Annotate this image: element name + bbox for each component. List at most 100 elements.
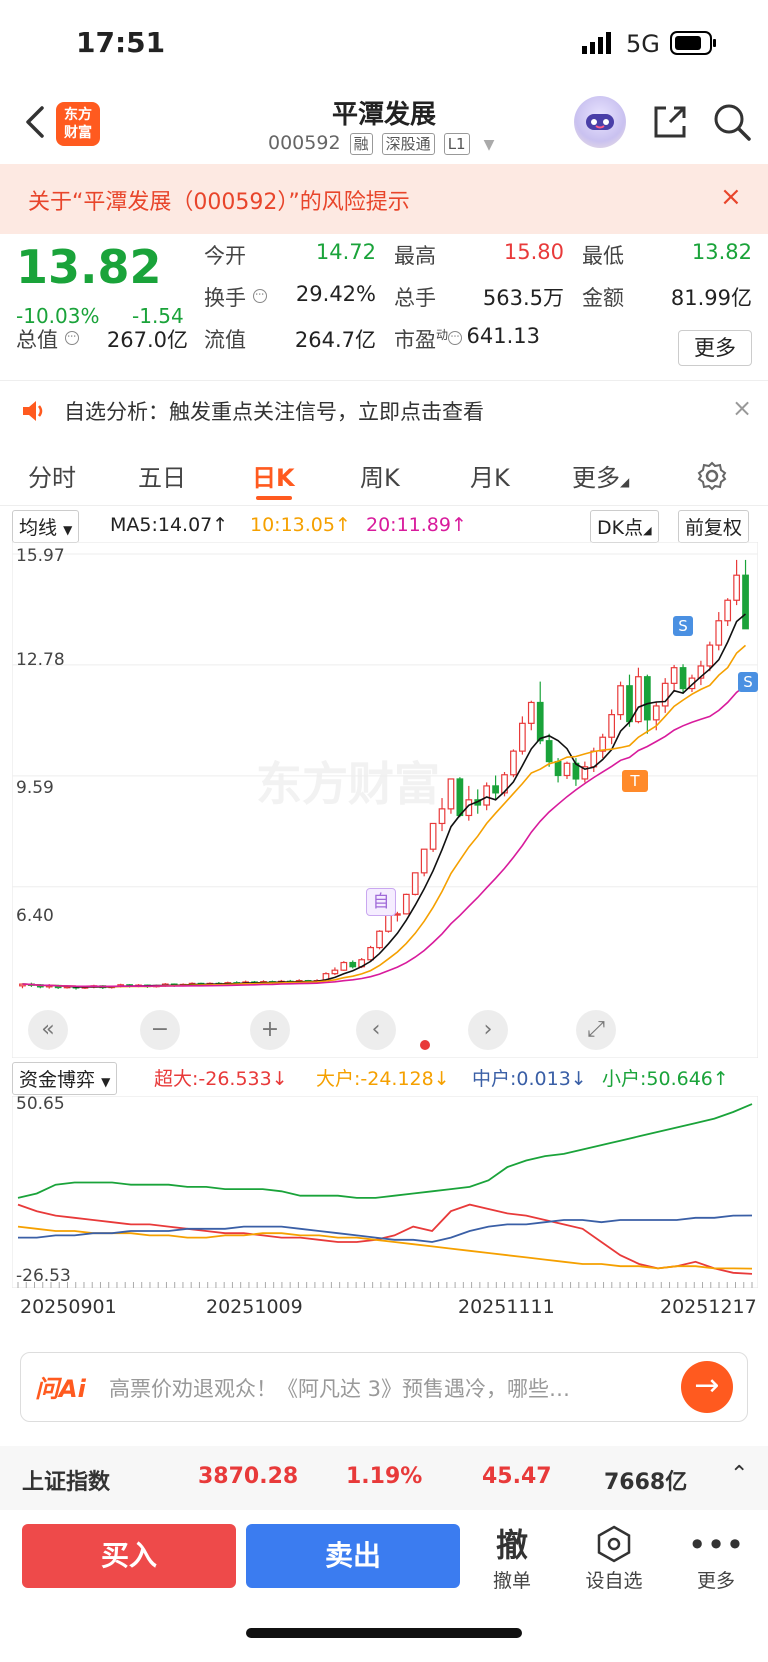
sell-signal-marker[interactable]: S bbox=[738, 672, 758, 692]
candle-body bbox=[581, 766, 589, 780]
change-amount: -1.54 bbox=[132, 304, 184, 328]
candle-body bbox=[483, 785, 491, 806]
fund-indicator-select[interactable]: 资金博弈 ▼ bbox=[12, 1062, 118, 1095]
high-value: 15.80 bbox=[503, 240, 564, 264]
risk-warning-text[interactable]: 关于“平潭发展（000592）”的风险提示 bbox=[28, 190, 410, 215]
open-value: 14.72 bbox=[315, 240, 376, 264]
candle-body bbox=[670, 667, 678, 684]
tab-weekly-k[interactable]: 周K bbox=[360, 464, 400, 492]
add-watchlist-button[interactable]: 设自选 bbox=[574, 1524, 654, 1593]
tab-more[interactable]: 更多◢ bbox=[572, 464, 630, 492]
search-icon[interactable] bbox=[712, 102, 752, 146]
low-label: 最低 bbox=[582, 244, 624, 268]
candle-body bbox=[688, 677, 696, 690]
index-amount: 7668亿 bbox=[604, 1470, 688, 1495]
candle-body bbox=[527, 701, 535, 724]
connect-tag: 深股通 bbox=[381, 133, 435, 155]
candle-body bbox=[599, 736, 607, 752]
ai-logo: 问Ai bbox=[35, 1375, 86, 1403]
candle-body bbox=[742, 574, 749, 630]
robot-avatar-icon[interactable] bbox=[574, 96, 626, 148]
dk-point-select[interactable]: DK点◢ bbox=[590, 510, 659, 543]
candle-body bbox=[331, 969, 339, 975]
candle-body bbox=[411, 872, 419, 895]
fund-y-tick-label: -26.53 bbox=[16, 1266, 71, 1286]
tab-daily-k[interactable]: 日K bbox=[252, 464, 295, 492]
fund-line-超大 bbox=[17, 1203, 753, 1275]
toolbar-more-button[interactable]: ••• 更多 bbox=[676, 1524, 756, 1593]
adjust-select[interactable]: 前复权 bbox=[678, 510, 750, 543]
candle-body bbox=[420, 848, 428, 874]
fund-line-大户 bbox=[17, 1225, 753, 1270]
trade-signal-marker[interactable]: T bbox=[622, 770, 648, 792]
volume-value: 563.5万 bbox=[482, 286, 564, 310]
analysis-close-icon[interactable]: × bbox=[732, 394, 753, 422]
medium-value: 中户:0.013↓ bbox=[472, 1068, 587, 1090]
stock-name: 平潭发展 bbox=[331, 100, 436, 130]
low-value: 13.82 bbox=[691, 240, 752, 264]
back-icon[interactable] bbox=[22, 104, 48, 140]
candle-body bbox=[608, 714, 616, 738]
candle-body bbox=[724, 599, 732, 622]
kline-chart[interactable] bbox=[12, 542, 758, 1058]
fund-y-tick-label: 50.65 bbox=[16, 1094, 65, 1114]
more-dots-icon: ••• bbox=[687, 1526, 745, 1564]
watermark-logo: 东方财富 bbox=[256, 757, 440, 811]
divider bbox=[0, 380, 768, 381]
float-cap-value: 264.7亿 bbox=[294, 328, 376, 352]
next-icon[interactable]: › bbox=[468, 1010, 508, 1050]
fullscreen-icon[interactable]: ⤢ bbox=[576, 1010, 616, 1050]
share-icon[interactable] bbox=[650, 102, 690, 146]
candle-body bbox=[438, 808, 446, 825]
prev-icon[interactable]: ‹ bbox=[356, 1010, 396, 1050]
status-bar: 17:51 5G bbox=[0, 0, 768, 86]
watchlist-analysis-banner[interactable]: 自选分析：触发重点关注信号，立即点击查看 × bbox=[0, 386, 768, 436]
info-icon: ⋯ bbox=[64, 331, 79, 345]
zoom-out-icon[interactable]: − bbox=[140, 1010, 180, 1050]
index-pct: 1.19% bbox=[346, 1464, 423, 1489]
risk-warning-banner[interactable]: 关于“平潭发展（000592）”的风险提示 × bbox=[0, 164, 768, 234]
indicator-select[interactable]: 均线 ▼ bbox=[12, 510, 80, 543]
candle-body bbox=[554, 760, 562, 777]
eastmoney-logo[interactable]: 东方 财富 bbox=[56, 102, 100, 146]
scroll-left-icon[interactable]: « bbox=[28, 1010, 68, 1050]
buy-button[interactable]: 买入 bbox=[22, 1524, 236, 1588]
candle-body bbox=[394, 913, 401, 916]
cancel-order-button[interactable]: 撤 撤单 bbox=[472, 1524, 552, 1593]
candle-body bbox=[617, 685, 624, 716]
ai-go-button[interactable]: → bbox=[681, 1361, 733, 1413]
large-value: 大户:-24.128↓ bbox=[316, 1068, 450, 1090]
margin-tag: 融 bbox=[349, 133, 373, 155]
speaker-icon bbox=[20, 398, 46, 428]
analysis-text[interactable]: 自选分析：触发重点关注信号，立即点击查看 bbox=[64, 400, 484, 424]
tab-monthly-k[interactable]: 月K bbox=[470, 464, 510, 492]
sell-signal-marker[interactable]: S bbox=[673, 616, 693, 636]
zoom-in-icon[interactable]: + bbox=[250, 1010, 290, 1050]
candle-body bbox=[626, 685, 633, 723]
market-cap-value: 267.0亿 bbox=[106, 328, 188, 352]
chart-frame bbox=[12, 542, 758, 1058]
market-cap-label: 总值 ⋯ bbox=[16, 324, 79, 354]
stock-code-row[interactable]: 000592 融 深股通 L1 ▼ bbox=[268, 132, 494, 155]
ai-ask-bar[interactable]: 问Ai 高票价劝退观众！《阿凡达 3》预售遇冷，哪些… → bbox=[20, 1352, 748, 1422]
tab-five-day[interactable]: 五日 bbox=[138, 464, 186, 492]
fund-flow-chart[interactable] bbox=[12, 1096, 758, 1288]
expand-up-icon[interactable]: ⌃ bbox=[730, 1462, 749, 1487]
cancel-order-icon: 撤 bbox=[495, 1526, 528, 1564]
ai-prompt-text[interactable]: 高票价劝退观众！《阿凡达 3》预售遇冷，哪些… bbox=[109, 1377, 571, 1401]
risk-close-icon[interactable]: × bbox=[720, 182, 742, 212]
pe-value: 641.13 bbox=[466, 324, 540, 348]
tab-intraday[interactable]: 分时 bbox=[28, 464, 76, 492]
active-tab-indicator bbox=[256, 496, 292, 500]
quote-more-button[interactable]: 更多 bbox=[678, 330, 752, 366]
settings-gear-icon[interactable] bbox=[696, 460, 728, 496]
index-ticker[interactable]: 上证指数 3870.28 1.19% 45.47 7668亿 ⌃ bbox=[0, 1446, 768, 1510]
open-label: 今开 bbox=[204, 244, 246, 268]
super-large-value: 超大:-26.533↓ bbox=[154, 1068, 288, 1090]
sell-button[interactable]: 卖出 bbox=[246, 1524, 460, 1588]
fund-line-小户 bbox=[17, 1103, 753, 1199]
candle-body bbox=[706, 644, 714, 667]
ma5-line bbox=[22, 613, 747, 988]
self-select-marker[interactable]: 自 bbox=[366, 888, 396, 916]
index-value: 3870.28 bbox=[198, 1464, 299, 1489]
